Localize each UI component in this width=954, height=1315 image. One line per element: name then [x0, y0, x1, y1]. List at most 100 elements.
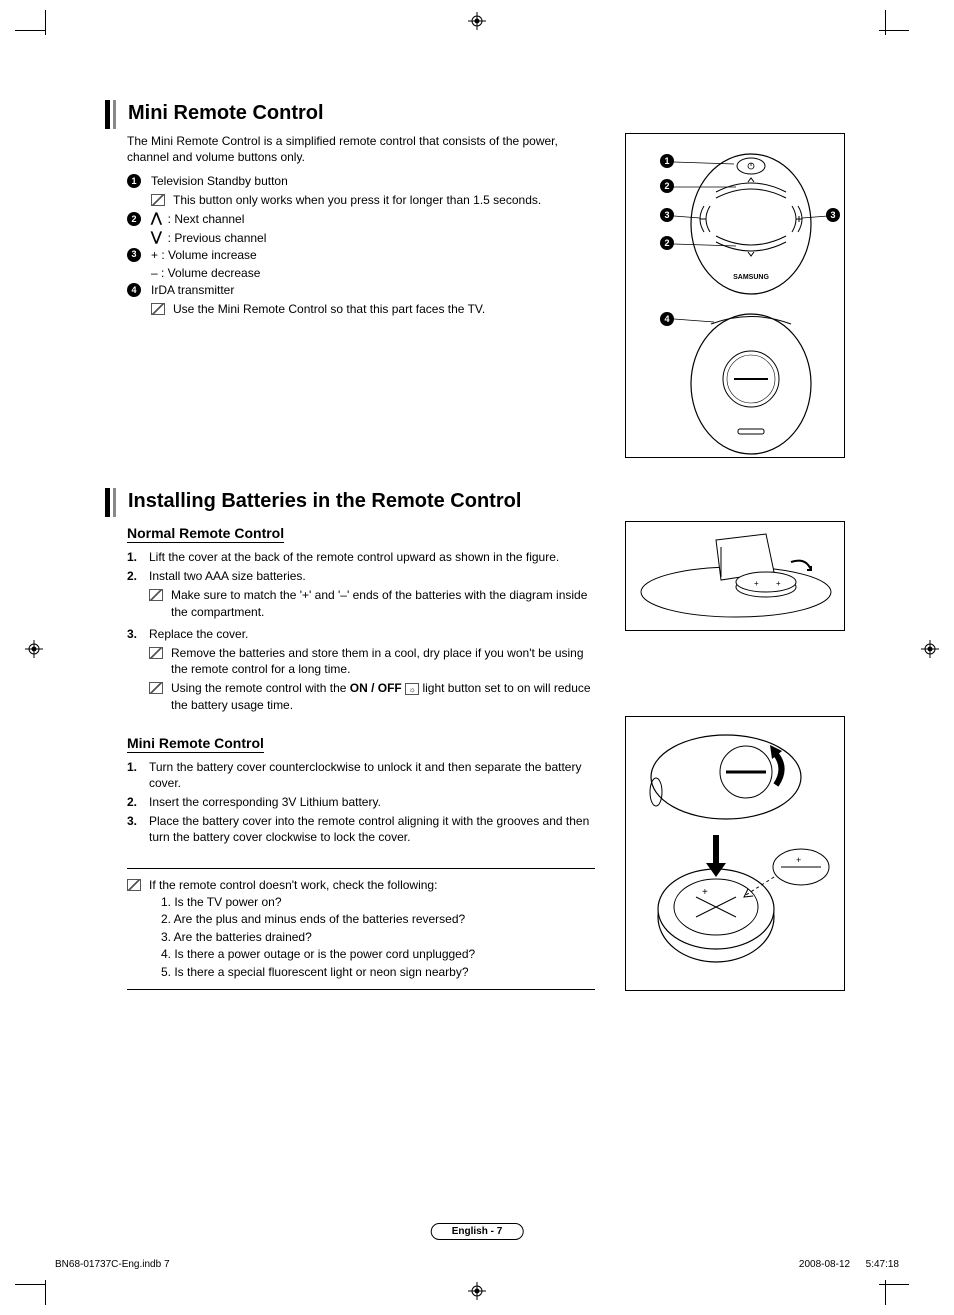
crop-mark	[879, 30, 909, 31]
svg-text:+: +	[796, 855, 801, 865]
item-label: + : Volume increase	[151, 247, 257, 264]
heading-bar	[105, 100, 110, 129]
callout-icon: 2	[660, 179, 674, 193]
note-icon	[149, 647, 163, 659]
step-item: 1. Lift the cover at the back of the rem…	[127, 549, 595, 565]
note-text: Using the remote control with the ON / O…	[171, 680, 595, 712]
battery-diagram-normal: + +	[625, 521, 845, 631]
heading-bar	[113, 100, 116, 129]
step-number: 2.	[127, 794, 149, 810]
footer-datetime: 2008-08-12 5:47:18	[799, 1259, 899, 1270]
note-icon	[149, 682, 163, 694]
troubleshoot-item: 2. Are the plus and minus ends of the ba…	[161, 911, 595, 928]
step-item: 3. Place the battery cover into the remo…	[127, 813, 595, 845]
section-intro: The Mini Remote Control is a simplified …	[127, 133, 595, 165]
crop-mark	[879, 1284, 909, 1285]
svg-text:+: +	[776, 579, 781, 588]
callout-icon: 1	[660, 154, 674, 168]
list-subitem: – : Volume decrease	[151, 265, 595, 282]
note-icon	[151, 303, 165, 315]
heading-bar	[105, 488, 110, 517]
item-number-icon: 3	[127, 248, 141, 262]
item-label: Television Standby button	[151, 173, 288, 190]
note-text: Make sure to match the '+' and '–' ends …	[171, 587, 595, 619]
registration-mark-icon	[468, 1282, 486, 1300]
crop-mark	[45, 1280, 46, 1305]
step-text: Lift the cover at the back of the remote…	[149, 549, 595, 565]
section-heading: Installing Batteries in the Remote Contr…	[105, 488, 845, 517]
troubleshoot-item: 5. Is there a special fluorescent light …	[161, 964, 595, 981]
step-number: 2.	[127, 568, 149, 623]
troubleshoot-item: 1. Is the TV power on?	[161, 894, 595, 911]
chevron-down-icon: ⋁	[151, 230, 162, 247]
step-text: Place the battery cover into the remote …	[149, 813, 595, 845]
item-number-icon: 2	[127, 212, 141, 226]
chevron-up-icon: ⋀	[151, 211, 162, 228]
step-number: 1.	[127, 759, 149, 791]
svg-text:SAMSUNG: SAMSUNG	[733, 274, 769, 281]
note-icon	[149, 589, 163, 601]
section-title: Installing Batteries in the Remote Contr…	[128, 488, 521, 517]
callout-icon: 4	[660, 312, 674, 326]
footer-doc: BN68-01737C-Eng.indb 7	[55, 1259, 170, 1270]
note: Using the remote control with the ON / O…	[149, 680, 595, 712]
list-item: 1 Television Standby button	[127, 173, 595, 190]
note-icon	[151, 194, 165, 206]
subsection-title: Normal Remote Control	[127, 525, 284, 543]
list-subitem: ⋁ : Previous channel	[151, 230, 595, 247]
svg-text:+: +	[754, 579, 759, 588]
registration-mark-icon	[468, 12, 486, 30]
callout-icon: 3	[660, 208, 674, 222]
step-item: 3. Replace the cover. Remove the batteri…	[127, 626, 595, 716]
item-label: – : Volume decrease	[151, 265, 260, 282]
crop-mark	[15, 30, 45, 31]
step-text: Install two AAA size batteries.	[149, 569, 306, 583]
troubleshoot-lead: If the remote control doesn't work, chec…	[149, 877, 595, 894]
step-text: Replace the cover.	[149, 627, 248, 641]
section-heading: Mini Remote Control	[105, 100, 845, 129]
step-number: 3.	[127, 813, 149, 845]
step-number: 3.	[127, 626, 149, 716]
troubleshoot-item: 3. Are the batteries drained?	[161, 929, 595, 946]
battery-diagram-mini: + +	[625, 716, 845, 991]
svg-text:+: +	[702, 887, 708, 898]
item-label: IrDA transmitter	[151, 282, 234, 299]
item-number-icon: 4	[127, 283, 141, 297]
list-item: 4 IrDA transmitter	[127, 282, 595, 299]
remote-diagram: SAMSUNG 1 2 3	[625, 133, 845, 458]
note: Remove the batteries and store them in a…	[149, 645, 595, 677]
step-item: 1. Turn the battery cover counterclockwi…	[127, 759, 595, 791]
item-label: : Previous channel	[168, 230, 267, 247]
page-content: Mini Remote Control The Mini Remote Cont…	[105, 100, 845, 991]
crop-mark	[45, 10, 46, 35]
callout-icon: 2	[660, 236, 674, 250]
callout-icon: 3	[826, 208, 840, 222]
step-item: 2. Install two AAA size batteries. Make …	[127, 568, 595, 623]
troubleshoot-box: If the remote control doesn't work, chec…	[127, 868, 595, 990]
battery-illustration-2: + +	[626, 717, 844, 990]
step-text: Turn the battery cover counterclockwise …	[149, 759, 595, 791]
battery-illustration-1: + +	[626, 522, 844, 630]
registration-mark-icon	[25, 640, 43, 658]
note: This button only works when you press it…	[151, 192, 595, 209]
troubleshoot-item: 4. Is there a power outage or is the pow…	[161, 946, 595, 963]
crop-mark	[15, 1284, 45, 1285]
note-text: This button only works when you press it…	[173, 192, 541, 209]
note-icon	[127, 879, 141, 891]
subsection-title: Mini Remote Control	[127, 735, 264, 753]
step-text: Insert the corresponding 3V Lithium batt…	[149, 794, 595, 810]
section-title: Mini Remote Control	[128, 100, 324, 129]
page-number-badge: English - 7	[431, 1223, 524, 1240]
crop-mark	[885, 1280, 886, 1305]
light-icon: ☼	[405, 683, 419, 695]
note-text: Use the Mini Remote Control so that this…	[173, 301, 485, 318]
note: Make sure to match the '+' and '–' ends …	[149, 587, 595, 619]
step-item: 2. Insert the corresponding 3V Lithium b…	[127, 794, 595, 810]
list-item: 3 + : Volume increase	[127, 247, 595, 264]
item-number-icon: 1	[127, 174, 141, 188]
remote-illustration: SAMSUNG	[626, 134, 844, 457]
step-number: 1.	[127, 549, 149, 565]
footer: BN68-01737C-Eng.indb 7 2008-08-12 5:47:1…	[55, 1259, 899, 1270]
list-item: 2 ⋀ : Next channel	[127, 211, 595, 228]
crop-mark	[885, 10, 886, 35]
